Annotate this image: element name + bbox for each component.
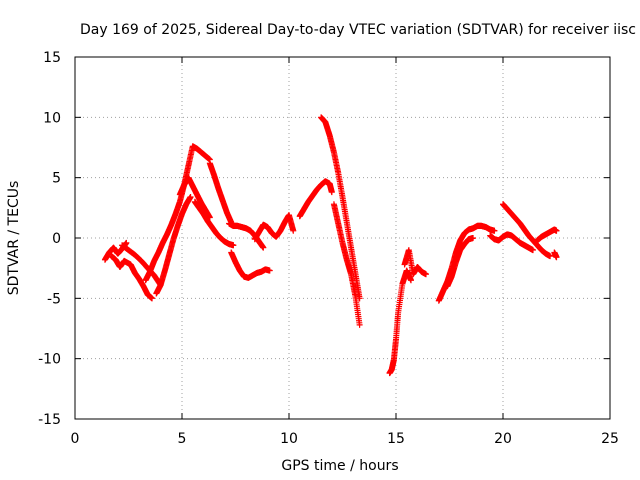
data-series	[296, 178, 335, 220]
data-series	[206, 160, 235, 226]
data-point	[187, 193, 194, 200]
x-tick-labels: 0 5 10 15 20 25	[71, 431, 619, 447]
y-tick-label: -15	[38, 412, 61, 428]
data-series	[108, 253, 156, 302]
chart-title: Day 169 of 2025, Sidereal Day-to-day VTE…	[80, 22, 636, 38]
data-series	[534, 226, 560, 244]
data-point	[260, 244, 267, 251]
y-axis-label: SDTVAR / TECUs	[6, 181, 22, 296]
x-tick-label: 25	[601, 431, 619, 447]
data-point	[266, 267, 273, 274]
data-series	[251, 212, 297, 243]
data-point	[553, 254, 560, 261]
data-series	[228, 249, 273, 281]
y-tick-label: 15	[43, 50, 61, 66]
data-series	[153, 193, 194, 297]
data-series	[386, 267, 414, 377]
data-series	[226, 220, 267, 251]
y-tick-label: -5	[47, 291, 61, 307]
data-series	[142, 143, 213, 284]
data-point	[491, 227, 498, 234]
data-point	[407, 277, 414, 284]
data-series	[551, 249, 560, 261]
data-series	[444, 235, 477, 290]
data-point	[290, 227, 297, 234]
data-point	[123, 239, 130, 246]
data-point	[356, 321, 363, 328]
data-point	[422, 271, 429, 278]
y-tick-labels: -15 -10 -5 0 5 10 15	[38, 50, 61, 428]
data-point	[328, 189, 335, 196]
data-point	[470, 235, 477, 241]
data-point	[529, 247, 536, 254]
y-tick-label: 0	[52, 231, 61, 247]
y-tick-label: 5	[52, 171, 61, 187]
data-series	[435, 222, 498, 304]
data-point	[230, 242, 237, 249]
data-point	[149, 295, 156, 302]
axis-ticks	[74, 56, 611, 420]
x-axis-label: GPS time / hours	[281, 458, 398, 474]
x-tick-label: 15	[387, 431, 405, 447]
data-series	[401, 247, 429, 278]
data-series	[119, 242, 164, 289]
x-tick-label: 5	[178, 431, 187, 447]
data-point	[547, 253, 554, 260]
y-tick-label: 10	[43, 110, 61, 126]
x-tick-label: 10	[280, 431, 298, 447]
data-point	[553, 227, 560, 234]
data-points	[101, 114, 560, 377]
data-series	[330, 201, 363, 328]
x-tick-label: 20	[494, 431, 512, 447]
data-series	[191, 198, 237, 249]
data-series	[487, 231, 536, 254]
x-tick-label: 0	[71, 431, 80, 447]
y-tick-label: -10	[38, 352, 61, 368]
